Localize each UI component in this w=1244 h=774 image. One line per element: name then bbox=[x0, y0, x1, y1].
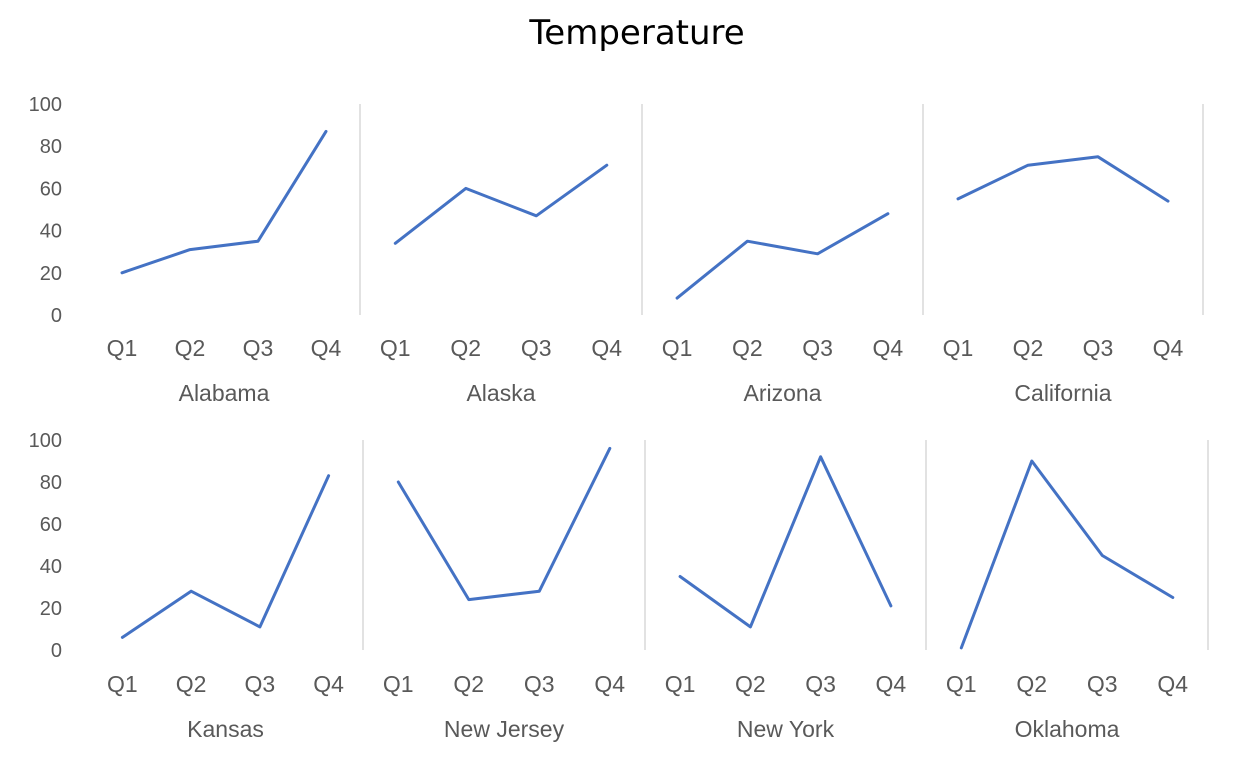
x-tick-label: Q1 bbox=[383, 671, 414, 697]
x-tick-label: Q2 bbox=[450, 335, 481, 361]
x-tick-label: Q1 bbox=[380, 335, 411, 361]
y-tick-label: 80 bbox=[40, 472, 62, 494]
x-tick-label: Q4 bbox=[594, 671, 625, 697]
x-tick-label: Q3 bbox=[802, 335, 833, 361]
x-tick-label: Q1 bbox=[107, 671, 138, 697]
series-line-alabama bbox=[120, 129, 328, 275]
x-tick-label: Q4 bbox=[1157, 671, 1188, 697]
series-line-new-jersey bbox=[396, 446, 612, 602]
y-tick-label: 100 bbox=[29, 430, 62, 452]
x-tick-label: Q3 bbox=[245, 671, 276, 697]
x-tick-label: Q4 bbox=[311, 335, 342, 361]
y-tick-label: 40 bbox=[40, 556, 62, 578]
y-tick-label: 60 bbox=[40, 514, 62, 536]
x-tick-label: Q2 bbox=[1013, 335, 1044, 361]
group-label-new-york: New York bbox=[737, 716, 835, 742]
x-tick-label: Q4 bbox=[313, 671, 344, 697]
series-line-new-york bbox=[678, 455, 893, 629]
x-tick-label: Q3 bbox=[521, 335, 552, 361]
x-tick-label: Q1 bbox=[665, 671, 696, 697]
group-label-arizona: Arizona bbox=[744, 380, 822, 406]
series-line-kansas bbox=[120, 474, 331, 639]
x-tick-label: Q2 bbox=[732, 335, 763, 361]
x-tick-label: Q1 bbox=[107, 335, 138, 361]
y-tick-label: 20 bbox=[40, 598, 62, 620]
x-tick-label: Q3 bbox=[524, 671, 555, 697]
panel-arizona: Q1 Q2 Q3 Q4 Arizona bbox=[662, 104, 924, 406]
x-tick-label: Q4 bbox=[591, 335, 622, 361]
series-line-arizona bbox=[675, 212, 890, 300]
series-line-alaska bbox=[393, 163, 609, 245]
chart-title: Temperature bbox=[528, 13, 744, 53]
series-line-oklahoma bbox=[959, 459, 1175, 650]
y-tick-label: 0 bbox=[51, 640, 62, 662]
x-tick-label: Q3 bbox=[805, 671, 836, 697]
x-tick-label: Q3 bbox=[243, 335, 274, 361]
group-label-alaska: Alaska bbox=[466, 380, 535, 406]
x-tick-label: Q4 bbox=[873, 335, 904, 361]
group-label-alabama: Alabama bbox=[179, 380, 270, 406]
panel-new-jersey: Q1 Q2 Q3 Q4 New Jersey bbox=[383, 440, 646, 742]
series-line-california bbox=[956, 155, 1170, 203]
group-label-new-jersey: New Jersey bbox=[444, 716, 565, 742]
x-tick-label: Q4 bbox=[876, 671, 907, 697]
y-tick-label: 40 bbox=[40, 221, 62, 243]
x-tick-label: Q2 bbox=[1016, 671, 1047, 697]
group-label-california: California bbox=[1014, 380, 1111, 406]
panel-oklahoma: Q1 Q2 Q3 Q4 Oklahoma bbox=[946, 440, 1209, 742]
x-tick-label: Q4 bbox=[1153, 335, 1184, 361]
group-label-oklahoma: Oklahoma bbox=[1015, 716, 1120, 742]
panel-kansas: Q1 Q2 Q3 Q4 Kansas bbox=[107, 440, 364, 742]
x-tick-label: Q2 bbox=[175, 335, 206, 361]
plot-layer: Q1 Q2 Q3 Q4 Alabama Q1 Q2 Q3 Q4 Alaska Q1 Q2 Q3 Q4 Ari… bbox=[29, 94, 1209, 742]
panel-alaska: Q1 Q2 Q3 Q4 Alaska bbox=[380, 104, 643, 406]
x-tick-label: Q3 bbox=[1083, 335, 1114, 361]
x-tick-label: Q2 bbox=[453, 671, 484, 697]
y-tick-label: 0 bbox=[51, 305, 62, 327]
x-tick-label: Q1 bbox=[943, 335, 974, 361]
y-tick-label: 60 bbox=[40, 178, 62, 200]
panel-california: Q1 Q2 Q3 Q4 California bbox=[943, 104, 1204, 406]
x-tick-label: Q2 bbox=[176, 671, 207, 697]
y-tick-label: 20 bbox=[40, 263, 62, 285]
panel-alabama: Q1 Q2 Q3 Q4 Alabama bbox=[107, 104, 361, 406]
x-tick-label: Q1 bbox=[946, 671, 977, 697]
x-tick-label: Q3 bbox=[1087, 671, 1118, 697]
x-tick-label: Q1 bbox=[662, 335, 693, 361]
group-label-kansas: Kansas bbox=[187, 716, 264, 742]
x-tick-label: Q2 bbox=[735, 671, 766, 697]
y-tick-label: 100 bbox=[29, 94, 62, 116]
panel-new-york: Q1 Q2 Q3 Q4 New York bbox=[665, 440, 927, 742]
y-tick-label: 80 bbox=[40, 136, 62, 158]
